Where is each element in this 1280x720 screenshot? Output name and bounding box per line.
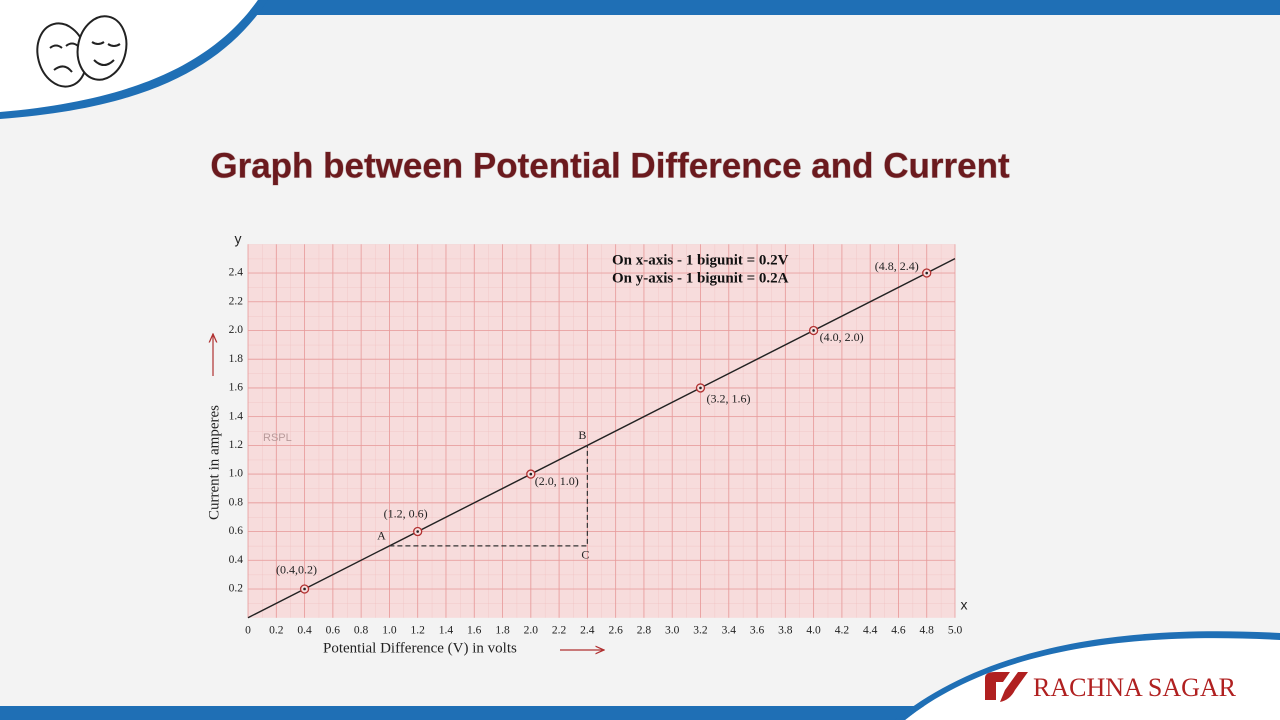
point-dot bbox=[529, 472, 533, 476]
x-tick-label: 3.0 bbox=[665, 625, 680, 637]
x-tick-label: 2.0 bbox=[524, 625, 539, 637]
y-tick-label: 2.0 bbox=[229, 324, 244, 336]
construction-label: C bbox=[581, 548, 589, 562]
data-point bbox=[413, 526, 423, 537]
y-tick-label: 0.4 bbox=[229, 554, 244, 566]
data-point bbox=[808, 325, 819, 336]
y-tick-label: 0.8 bbox=[229, 496, 244, 508]
x-tick-label: 5.0 bbox=[948, 625, 963, 637]
logo-text: RACHNA SAGAR bbox=[1033, 673, 1237, 702]
point-dot bbox=[699, 386, 702, 390]
x-tick-label: 0.8 bbox=[354, 625, 369, 637]
x-tick-label: 0 bbox=[245, 625, 251, 637]
y-tick-label: 1.8 bbox=[229, 353, 244, 365]
y-tick-label: 1.4 bbox=[229, 410, 244, 422]
point-dot bbox=[416, 530, 419, 533]
x-tick-label: 1.8 bbox=[495, 625, 510, 637]
point-label: (1.2, 0.6) bbox=[384, 506, 428, 520]
x-tick-label: 3.8 bbox=[778, 625, 793, 637]
y-tick-label: 1.6 bbox=[229, 382, 244, 394]
point-dot bbox=[812, 329, 815, 332]
x-tick-label: 4.4 bbox=[863, 625, 878, 637]
construction-line bbox=[389, 445, 588, 547]
point-label: (4.8, 2.4) bbox=[875, 259, 919, 273]
y-tick-label: 0.6 bbox=[229, 525, 244, 537]
point-label: (3.2, 1.6) bbox=[706, 392, 750, 406]
x-tick-label: 1.4 bbox=[439, 625, 454, 637]
x-tick-label: 4.6 bbox=[891, 625, 906, 637]
y-tick-label: 2.4 bbox=[229, 267, 244, 279]
watermark: RSPL bbox=[263, 432, 292, 444]
x-tick-label: 0.4 bbox=[297, 625, 312, 637]
logo-mark bbox=[985, 672, 1028, 702]
fine-grid bbox=[248, 244, 955, 618]
logo-panel bbox=[905, 638, 1280, 720]
x-tick-label: 0.6 bbox=[326, 625, 341, 637]
logo-curve bbox=[895, 631, 1280, 720]
x-tick-label: 3.4 bbox=[722, 625, 737, 637]
y-tick-label: 1.0 bbox=[229, 468, 244, 480]
x-tick-label: 3.6 bbox=[750, 625, 765, 637]
x-tick-label: 2.4 bbox=[580, 625, 595, 637]
x-tick-label: 4.0 bbox=[806, 625, 821, 637]
data-point bbox=[695, 383, 706, 393]
y-axis-label: Current in amperes bbox=[206, 405, 222, 520]
masks-icon bbox=[36, 15, 128, 88]
x-tick-label: 2.2 bbox=[552, 625, 567, 637]
x-tick-label: 1.0 bbox=[382, 625, 397, 637]
point-label: (2.0, 1.0) bbox=[535, 474, 579, 488]
x-tick-label: 4.8 bbox=[920, 625, 935, 637]
point-label: (4.0, 2.0) bbox=[820, 330, 864, 344]
y-tick-label: 1.2 bbox=[229, 439, 244, 451]
x-tick-label: 4.2 bbox=[835, 625, 850, 637]
data-point bbox=[922, 268, 932, 278]
data-point bbox=[526, 469, 536, 479]
x-tick-label: 3.2 bbox=[693, 625, 708, 637]
data-point bbox=[299, 584, 310, 594]
annotation: On y-axis - 1 bigunit = 0.2A bbox=[612, 270, 789, 286]
point-dot bbox=[303, 587, 306, 591]
point-dot bbox=[925, 271, 929, 275]
annotation: On x-axis - 1 bigunit = 0.2V bbox=[612, 252, 789, 268]
construction-label: A bbox=[377, 529, 386, 543]
x-tick-label: 2.8 bbox=[637, 625, 652, 637]
x-tick-label: 2.6 bbox=[608, 625, 623, 637]
x-tick-label: 1.6 bbox=[467, 625, 482, 637]
top-bar bbox=[250, 0, 1280, 15]
slide-title: Graph between Potential Difference and C… bbox=[210, 146, 1010, 185]
corner-curve bbox=[0, 0, 268, 119]
point-label: (0.4,0.2) bbox=[276, 563, 317, 577]
x-tick-label: 1.2 bbox=[410, 625, 425, 637]
axis-name: y bbox=[235, 231, 242, 247]
y-tick-label: 0.2 bbox=[229, 583, 244, 595]
construction-label: B bbox=[578, 428, 586, 442]
x-axis-label: Potential Difference (V) in volts bbox=[323, 640, 517, 656]
x-tick-label: 0.2 bbox=[269, 625, 284, 637]
axis-name: x bbox=[961, 597, 968, 613]
y-tick-label: 2.2 bbox=[229, 295, 244, 307]
fit-line bbox=[247, 258, 956, 619]
